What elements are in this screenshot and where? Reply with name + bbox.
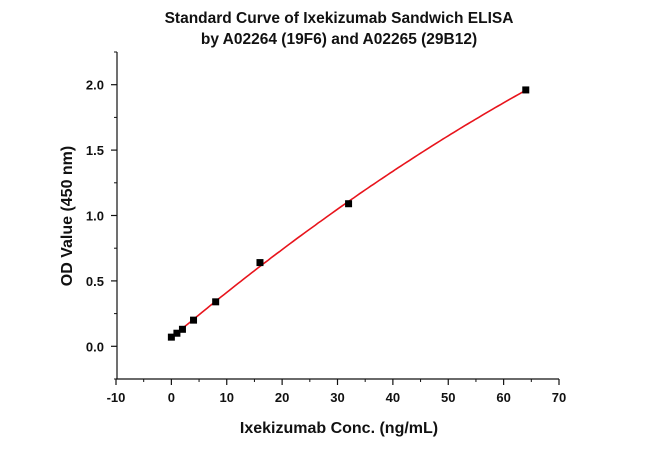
- fitted-curve: [170, 89, 527, 339]
- y-tick-label: 1.0: [86, 209, 104, 224]
- y-tick-label: 1.5: [86, 143, 104, 158]
- x-axis-label: Ixekizumab Conc. (ng/mL): [240, 420, 438, 437]
- data-point-marker: [190, 316, 198, 324]
- data-point-marker: [522, 86, 530, 94]
- x-axis-ticks: -10 0 10 20 30 40 50 60 70: [107, 379, 566, 405]
- y-tick-label: 2.0: [86, 78, 104, 93]
- y-tick-label: 0.5: [86, 274, 104, 289]
- x-tick-label: -10: [107, 390, 126, 405]
- y-axis-label: OD Value (450 nm): [59, 146, 76, 287]
- x-tick-label: 30: [330, 390, 344, 405]
- data-point-marker: [167, 333, 175, 341]
- y-axis-ticks: 0.0 0.5 1.0 1.5 2.0: [86, 51, 117, 380]
- chart-title-line-2: by A02264 (19F6) and A02265 (29B12): [201, 31, 477, 48]
- x-tick-label: 20: [275, 390, 289, 405]
- data-point-marker: [178, 325, 186, 333]
- plot-area: [167, 86, 530, 341]
- x-tick-label: 50: [441, 390, 455, 405]
- x-tick-label: 10: [220, 390, 234, 405]
- y-tick-label: 0.0: [86, 339, 104, 354]
- axes: 0.0 0.5 1.0 1.5 2.0 -10 0 10 20 30 40 50 60 70: [86, 51, 566, 405]
- data-point-marker: [345, 200, 353, 208]
- x-tick-label: 0: [168, 390, 175, 405]
- chart-title-line-1: Standard Curve of Ixekizumab Sandwich EL…: [165, 10, 514, 27]
- data-point-marker: [256, 259, 264, 267]
- data-point-marker: [173, 329, 181, 337]
- x-tick-label: 60: [496, 390, 510, 405]
- data-points: [167, 86, 530, 341]
- x-tick-label: 70: [552, 390, 566, 405]
- chart-title: Standard Curve of Ixekizumab Sandwich EL…: [165, 10, 514, 48]
- x-tick-label: 40: [386, 390, 400, 405]
- data-point-marker: [212, 298, 220, 306]
